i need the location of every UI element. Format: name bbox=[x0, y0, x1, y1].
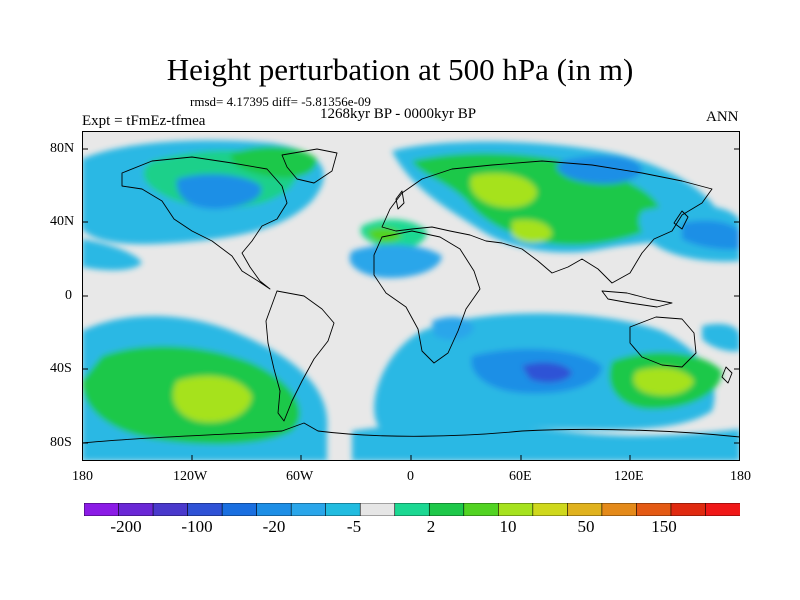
coast-eurasia bbox=[381, 160, 713, 284]
colorbar-label: -20 bbox=[262, 517, 286, 536]
colorbar-label: 50 bbox=[577, 517, 595, 536]
colorbar-swatch bbox=[601, 503, 638, 516]
coast-greenland bbox=[281, 148, 338, 184]
contour-dark-blue-south-indian bbox=[522, 362, 572, 383]
colorbar bbox=[84, 503, 740, 516]
contour-green-center-eurasia bbox=[470, 173, 537, 208]
colorbar-label: 150 bbox=[651, 517, 677, 536]
colorbar-swatch bbox=[670, 503, 707, 516]
colorbar-swatch bbox=[84, 503, 120, 516]
coast-australia bbox=[629, 316, 697, 368]
contour-cyan-tropical-east bbox=[432, 316, 474, 340]
colorbar-label: -5 bbox=[346, 517, 362, 536]
coast-uk bbox=[395, 190, 405, 210]
colorbar-swatch bbox=[359, 503, 396, 516]
coast-africa bbox=[373, 230, 481, 364]
coast-south-america bbox=[265, 290, 335, 422]
colorbar-label: 2 bbox=[426, 517, 436, 536]
stats-label: rmsd= 4.17395 diff= -5.81356e-09 bbox=[190, 94, 371, 109]
y-tick-label: 40S bbox=[50, 361, 72, 376]
coast-japan bbox=[673, 210, 689, 230]
colorbar-swatch bbox=[428, 503, 465, 516]
contour-blue-north-america bbox=[176, 174, 262, 209]
colorbar-label: -100 bbox=[181, 517, 213, 536]
colorbar-swatch bbox=[221, 503, 258, 516]
x-tick-label: 180 bbox=[72, 469, 93, 484]
x-tick-label: 180 bbox=[730, 469, 751, 484]
contour-green-iberia bbox=[367, 227, 402, 243]
colorbar-swatch bbox=[152, 503, 189, 516]
experiment-label: Expt = tFmEz-tfmea bbox=[82, 113, 206, 129]
colorbar-swatch bbox=[325, 503, 361, 516]
coast-north-america bbox=[121, 156, 288, 290]
x-tick-label: 60W bbox=[286, 469, 314, 484]
y-tick-label: 40N bbox=[50, 214, 75, 229]
coast-indonesia bbox=[601, 290, 673, 308]
coast-antarctica bbox=[82, 422, 740, 444]
colorbar-swatch bbox=[567, 503, 603, 516]
colorbar-swatch bbox=[256, 503, 292, 516]
contour-blue-west-pacific bbox=[682, 220, 740, 250]
x-tick-label: 120E bbox=[614, 469, 644, 484]
contour-yellow-south-pacific bbox=[173, 376, 252, 423]
contour-cyan-north-pacific-west bbox=[82, 239, 142, 271]
season-label: ANN bbox=[706, 109, 739, 125]
coastlines bbox=[82, 148, 740, 444]
map-plot bbox=[82, 131, 740, 461]
contour-yellow-australia-south bbox=[633, 367, 694, 396]
colorbar-swatch bbox=[532, 503, 568, 516]
period-label: 1268kyr BP - 0000kyr BP bbox=[320, 106, 477, 122]
colorbar-swatch bbox=[394, 503, 430, 516]
contour-cyan-arctic-east bbox=[556, 155, 642, 184]
coast-new-zealand bbox=[721, 366, 733, 384]
contour-cyan-antarctic bbox=[352, 424, 740, 461]
colorbar-swatch bbox=[463, 503, 499, 516]
y-tick-label: 0 bbox=[65, 288, 72, 303]
x-tick-label: 0 bbox=[407, 469, 414, 484]
colorbar-swatch bbox=[187, 503, 223, 516]
colorbar-swatch bbox=[705, 503, 740, 516]
map-panel bbox=[82, 131, 740, 461]
x-tick-label: 60E bbox=[509, 469, 532, 484]
contour-green-greenland bbox=[231, 146, 317, 178]
colorbar-swatches bbox=[84, 503, 740, 516]
contour-green-east-asia bbox=[512, 219, 552, 243]
colorbar-swatch bbox=[290, 503, 327, 516]
contour-fill-layer bbox=[82, 140, 740, 461]
x-tick-label: 120W bbox=[173, 469, 208, 484]
colorbar-swatch bbox=[118, 503, 154, 516]
y-tick-label: 80S bbox=[50, 435, 72, 450]
colorbar-swatch bbox=[498, 503, 534, 516]
colorbar-swatch bbox=[636, 503, 672, 516]
y-tick-label: 80N bbox=[50, 141, 75, 156]
colorbar-label: 10 bbox=[499, 517, 517, 536]
contour-cyan-sahara bbox=[349, 244, 442, 279]
map-title: Height perturbation at 500 hPa (in m) bbox=[166, 52, 634, 87]
colorbar-label: -200 bbox=[110, 517, 142, 536]
contour-cyan-tasman bbox=[702, 323, 740, 352]
axis-ticks bbox=[82, 148, 740, 461]
